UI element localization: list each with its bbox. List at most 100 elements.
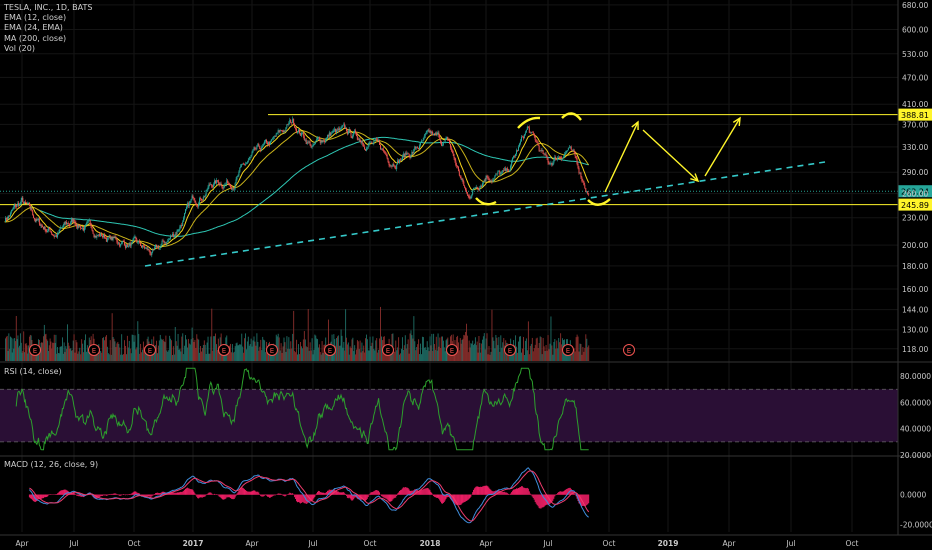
candle-body (347, 131, 349, 135)
candle-body (386, 154, 388, 159)
volume-bar (532, 351, 534, 361)
candle-body (355, 133, 357, 137)
volume-bar (470, 343, 472, 361)
volume-bar (474, 343, 475, 361)
volume-bar (574, 351, 576, 361)
volume-bar (209, 353, 211, 361)
volume-bar (314, 334, 316, 361)
volume-bar (355, 354, 357, 361)
macd-hist-bar (486, 485, 488, 495)
volume-bar (543, 346, 545, 361)
macd-hist-bar (193, 491, 195, 495)
macd-hist-bar (42, 494, 44, 499)
candle-body (235, 179, 237, 184)
macd-hist-bar (461, 494, 463, 504)
macd-hist-bar (321, 492, 323, 495)
candle-body (40, 225, 42, 227)
candle-body (357, 139, 359, 141)
volume-bar (365, 334, 367, 361)
volume-bar (359, 340, 361, 361)
volume-bar (243, 352, 245, 361)
volume-bar (227, 349, 229, 361)
macd-hist-bar (148, 494, 150, 497)
macd-hist-bar (516, 488, 518, 495)
candle-body (231, 188, 233, 190)
volume-bar (339, 345, 341, 361)
volume-bar (555, 348, 557, 361)
volume-bar (302, 339, 304, 361)
macd-hist-bar (178, 492, 180, 495)
macd-hist-bar (386, 494, 388, 500)
macd-hist-bar (358, 494, 360, 500)
volume-bar (518, 341, 519, 361)
volume-bar (86, 345, 88, 361)
candle-body (111, 237, 113, 240)
volume-bar (501, 347, 503, 361)
candle-body (315, 140, 317, 143)
candle-body (197, 204, 199, 207)
candle-body (523, 134, 525, 139)
volume-bar (297, 354, 299, 361)
candle-body (412, 151, 414, 153)
macd-hist-bar (437, 494, 439, 498)
volume-bar (405, 348, 407, 361)
candle-body (553, 160, 555, 164)
macd-hist-bar (107, 494, 109, 496)
volume-bar (253, 336, 255, 361)
macd-hist-bar (265, 494, 267, 496)
candle-body (35, 219, 37, 222)
candle-body (193, 198, 195, 201)
candle-body (496, 173, 498, 175)
macd-hist-bar (153, 494, 155, 496)
earnings-marker (446, 344, 458, 356)
volume-bar (434, 349, 436, 361)
volume-bar (318, 347, 319, 361)
macd-hist-bar (539, 494, 541, 509)
candle-body (339, 128, 341, 131)
candle-body (261, 147, 263, 151)
macd-hist-bar (371, 492, 373, 495)
macd-hist-bar (401, 488, 403, 495)
volume-bar (401, 337, 403, 361)
volume-bar (133, 341, 135, 361)
volume-bar (295, 352, 297, 361)
macd-hist-bar (258, 492, 260, 495)
volume-bar (43, 336, 44, 361)
earnings-label: E (270, 347, 274, 355)
macd-hist-bar (517, 488, 519, 495)
candle-body (487, 177, 489, 179)
volume-bar (540, 337, 542, 361)
projection-arrow-up-1-head (631, 120, 639, 131)
candle-body (524, 132, 526, 135)
volume-bar (200, 346, 201, 361)
candle-body (431, 131, 433, 134)
macd-hist-bar (540, 494, 542, 509)
macd-hist-bar (224, 494, 226, 500)
volume-bar (360, 352, 362, 361)
candle-body (325, 140, 327, 143)
candle-body (70, 222, 72, 225)
macd-hist-bar (113, 493, 115, 495)
candle-body (184, 213, 186, 218)
candle-body (499, 171, 501, 175)
volume-bar (467, 352, 469, 361)
macd-hist-bar (548, 494, 550, 505)
candle-body (474, 187, 476, 189)
volume-bar (8, 333, 10, 361)
candle-body (482, 181, 484, 184)
macd-hist-bar (362, 494, 364, 500)
macd-hist-bar (176, 492, 178, 495)
volume-bar (213, 336, 215, 361)
candle-body (117, 241, 119, 244)
candle-body (50, 231, 52, 233)
macd-hist-bar (336, 491, 338, 495)
candle-body (456, 164, 458, 167)
macd-hist-bar (151, 494, 153, 497)
macd-hist-bar (284, 494, 286, 497)
candle-body (329, 132, 331, 136)
volume-bar (430, 345, 432, 361)
macd-hist-bar (256, 491, 258, 495)
macd-hist-bar (221, 494, 223, 499)
candle-body (146, 247, 148, 250)
macd-hist-bar (428, 489, 430, 495)
